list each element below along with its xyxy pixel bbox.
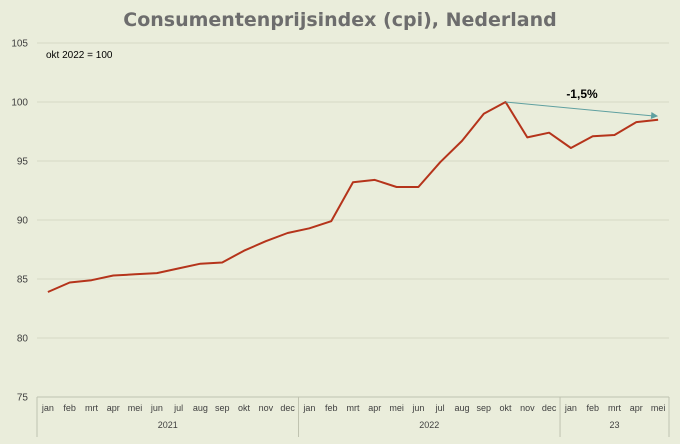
x-tick-label: jan — [564, 403, 577, 413]
x-tick-label: jul — [435, 403, 445, 413]
x-tick-label: mei — [389, 403, 404, 413]
x-tick-label: okt — [500, 403, 513, 413]
year-label: 2021 — [158, 420, 178, 430]
x-tick-label: mrt — [347, 403, 360, 413]
x-tick-label: mei — [651, 403, 666, 413]
x-tick-label: okt — [238, 403, 251, 413]
x-tick-label: feb — [325, 403, 338, 413]
x-tick-label: jan — [41, 403, 54, 413]
x-tick-label: jul — [173, 403, 183, 413]
x-tick-label: apr — [107, 403, 120, 413]
y-tick-label: 100 — [11, 98, 28, 109]
y-tick-label: 105 — [11, 39, 28, 50]
x-tick-label: nov — [259, 403, 274, 413]
trend-arrow-head — [650, 112, 659, 119]
y-tick-label: 90 — [17, 216, 29, 227]
x-tick-label: aug — [454, 403, 469, 413]
x-tick-label: aug — [193, 403, 208, 413]
x-tick-label: nov — [520, 403, 535, 413]
chart-title: Consumentenprijsindex (cpi), Nederland — [123, 9, 556, 31]
x-tick-label: apr — [630, 403, 643, 413]
x-tick-label: feb — [63, 403, 76, 413]
x-tick-label: dec — [280, 403, 295, 413]
x-tick-label: mrt — [608, 403, 621, 413]
x-tick-label: jan — [302, 403, 315, 413]
cpi-series-line — [47, 101, 659, 293]
gridlines — [37, 42, 669, 339]
x-tick-label: sep — [477, 403, 492, 413]
x-tick-label: mrt — [85, 403, 98, 413]
change-annotation: -1,5% — [566, 87, 598, 101]
y-tick-label: 95 — [17, 157, 29, 168]
year-label: 2022 — [419, 420, 439, 430]
series-layer — [47, 101, 659, 293]
year-label: 23 — [610, 420, 620, 430]
base-note: okt 2022 = 100 — [46, 50, 113, 61]
x-tick-label: dec — [542, 403, 557, 413]
x-tick-label: jun — [150, 403, 163, 413]
x-tick-label: mei — [128, 403, 143, 413]
y-tick-label: 80 — [17, 334, 29, 345]
x-tick-label: jun — [411, 403, 424, 413]
x-tick-label: feb — [586, 403, 599, 413]
trend-arrow-line — [505, 101, 656, 117]
x-tick-label: apr — [368, 403, 381, 413]
y-tick-label: 85 — [17, 275, 29, 286]
x-tick-label: sep — [215, 403, 230, 413]
y-tick-label: 75 — [17, 393, 29, 404]
